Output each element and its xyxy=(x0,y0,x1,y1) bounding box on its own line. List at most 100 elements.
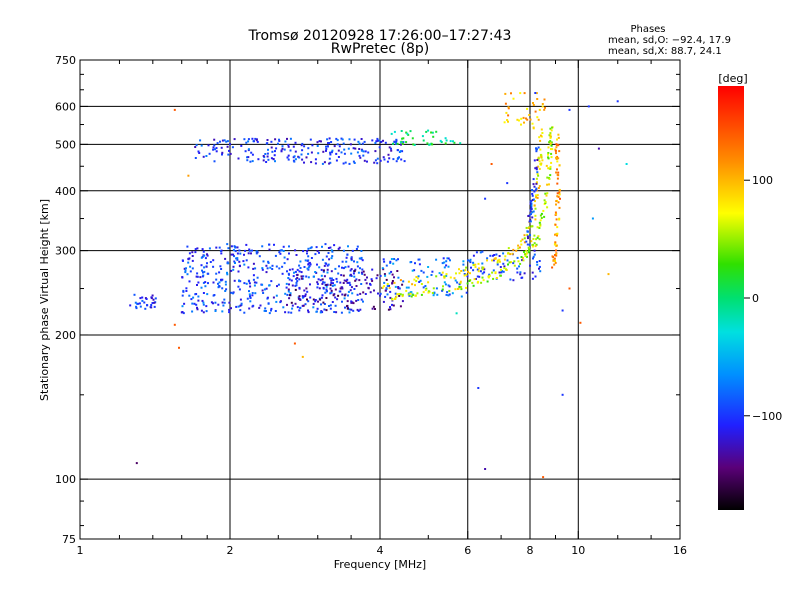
data-point xyxy=(283,256,286,259)
data-point xyxy=(397,157,400,159)
data-point xyxy=(360,250,363,252)
data-point xyxy=(330,151,333,154)
data-point xyxy=(556,232,559,235)
data-point xyxy=(395,142,398,145)
data-point xyxy=(420,293,423,296)
data-point xyxy=(530,204,533,207)
data-point xyxy=(388,284,390,287)
data-point xyxy=(399,141,402,144)
data-point xyxy=(555,200,558,203)
data-point xyxy=(476,268,479,271)
data-point xyxy=(138,302,141,305)
data-point xyxy=(477,270,480,273)
data-point xyxy=(380,140,383,143)
data-point xyxy=(401,283,404,286)
data-point xyxy=(283,148,286,151)
data-point xyxy=(371,268,374,271)
data-point xyxy=(352,309,355,312)
data-point xyxy=(304,303,307,306)
data-point xyxy=(401,142,404,145)
data-point xyxy=(201,299,204,302)
data-point xyxy=(264,153,267,155)
data-point xyxy=(356,308,359,311)
data-point xyxy=(549,135,552,138)
data-point xyxy=(409,261,412,264)
data-point xyxy=(261,245,264,248)
data-point xyxy=(232,268,235,271)
data-point xyxy=(282,306,285,309)
data-point xyxy=(298,264,301,267)
data-point xyxy=(137,302,140,305)
data-point xyxy=(555,254,558,257)
data-point xyxy=(212,281,215,284)
data-point xyxy=(343,148,346,151)
data-point xyxy=(541,105,544,108)
data-point xyxy=(265,287,268,290)
data-point xyxy=(254,292,257,295)
data-point xyxy=(538,136,541,139)
data-point xyxy=(389,306,391,309)
data-point xyxy=(352,147,355,150)
data-point xyxy=(239,309,242,312)
data-point xyxy=(294,288,297,291)
data-point xyxy=(221,310,224,313)
data-point xyxy=(224,290,227,292)
data-point xyxy=(526,233,529,236)
data-point xyxy=(322,269,325,272)
data-point xyxy=(203,254,206,257)
data-point xyxy=(490,163,493,165)
data-point xyxy=(364,150,367,153)
data-point xyxy=(233,279,236,282)
data-point xyxy=(225,140,228,143)
data-point xyxy=(218,285,221,288)
data-point xyxy=(393,258,396,260)
data-point xyxy=(227,262,230,265)
data-point xyxy=(539,223,542,226)
data-point xyxy=(234,262,236,264)
data-point xyxy=(222,304,225,307)
data-point xyxy=(261,289,264,292)
y-tick-label: 600 xyxy=(55,100,76,113)
data-point xyxy=(522,116,525,119)
colorbar-tick-label: 0 xyxy=(752,292,759,305)
data-point xyxy=(399,293,402,296)
data-point xyxy=(549,133,552,136)
data-point xyxy=(325,145,327,148)
data-point xyxy=(322,301,325,304)
data-point xyxy=(264,307,267,310)
data-point xyxy=(340,311,343,314)
data-point xyxy=(251,249,253,252)
data-point xyxy=(376,139,379,142)
data-point xyxy=(356,245,359,248)
data-point xyxy=(534,214,537,217)
data-point xyxy=(334,304,337,307)
data-point xyxy=(281,272,284,275)
data-point xyxy=(340,274,343,277)
data-point xyxy=(271,264,274,267)
data-point xyxy=(462,263,465,266)
data-point xyxy=(249,300,252,303)
data-point xyxy=(351,249,354,252)
data-point xyxy=(247,266,250,269)
data-point xyxy=(336,139,339,142)
data-point xyxy=(548,141,551,144)
data-point xyxy=(331,255,334,258)
data-point xyxy=(465,273,468,276)
data-point xyxy=(330,270,333,273)
data-point xyxy=(200,264,203,267)
data-point xyxy=(325,288,328,291)
data-point xyxy=(409,130,412,133)
data-point xyxy=(306,290,309,293)
data-point xyxy=(444,142,447,145)
data-point xyxy=(178,346,180,349)
data-point xyxy=(529,234,531,237)
data-point xyxy=(531,194,534,197)
data-point xyxy=(388,157,391,160)
data-point xyxy=(291,284,294,287)
data-point xyxy=(549,143,552,146)
data-point xyxy=(396,293,399,296)
data-point xyxy=(456,281,459,284)
data-point xyxy=(390,147,392,150)
data-point xyxy=(349,143,352,146)
data-point xyxy=(304,293,307,296)
